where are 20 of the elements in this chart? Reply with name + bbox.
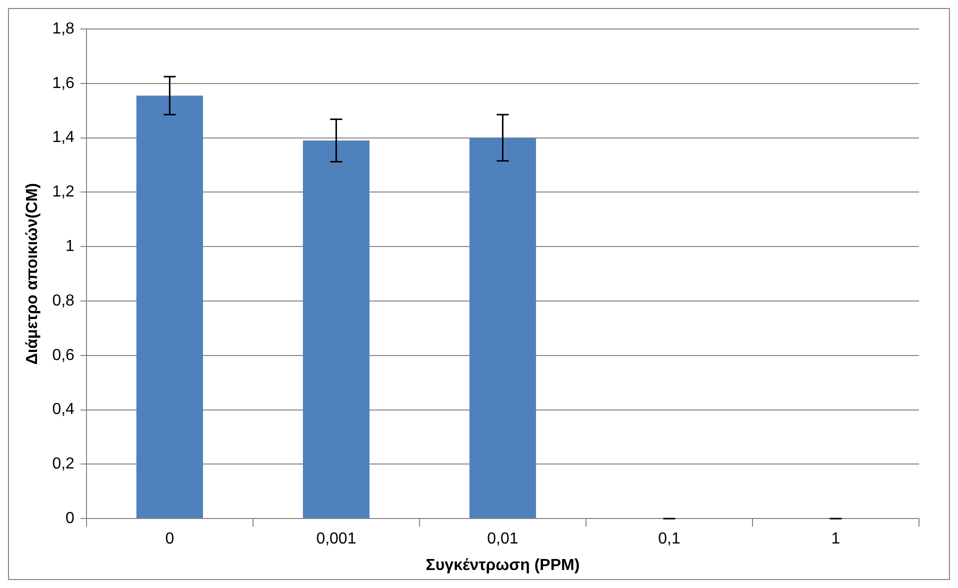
x-tick-label: 0,01: [487, 530, 518, 548]
y-tick-label: 1,4: [52, 129, 75, 146]
bar: [302, 140, 370, 518]
y-tick-label: 0,6: [52, 346, 75, 364]
y-tick-label: 0: [66, 510, 75, 528]
x-tick-label: 0,001: [316, 530, 356, 548]
x-tick-label: 0: [165, 530, 174, 548]
x-tick-label: 1: [831, 530, 840, 548]
y-axis-title: Διάμετρο αποικιών(CM): [24, 182, 42, 365]
bar: [469, 138, 536, 518]
y-tick-label: 0,8: [52, 292, 75, 310]
y-tick-label: 1,6: [52, 74, 75, 92]
y-tick-label: 1: [66, 238, 75, 256]
y-tick-label: 1,2: [52, 184, 75, 201]
y-tick-label: 0,2: [52, 456, 75, 473]
y-tick-label: 1,8: [52, 20, 75, 38]
bar: [136, 96, 203, 518]
x-axis-title: Συγκέντρωση (PPM): [426, 556, 580, 574]
x-tick-label: 0,1: [658, 530, 680, 548]
y-tick-label: 0,4: [52, 401, 75, 418]
